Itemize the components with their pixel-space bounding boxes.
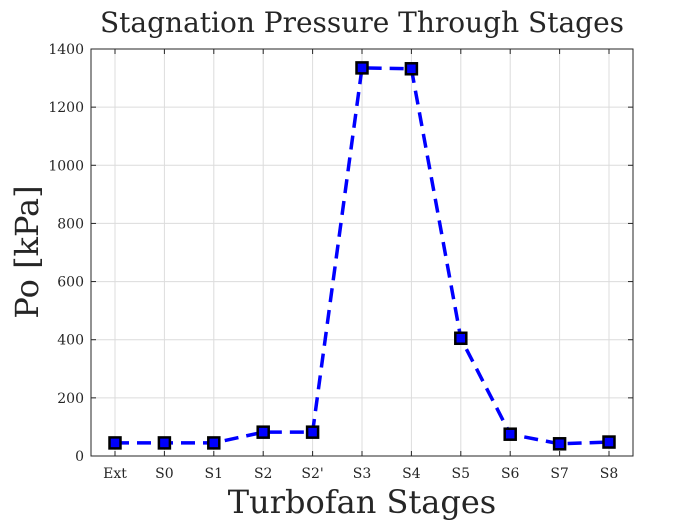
data-point-marker: [256, 425, 270, 439]
y-tick-label: 1000: [48, 158, 84, 174]
y-tick-label: 1200: [48, 100, 84, 116]
axis-ticks: Ext S0 S1 S2 S2' S3 S4 S5 S6 S7 S8 0 200 400 600 800 100…: [48, 42, 633, 482]
x-tick-label: Ext: [103, 466, 127, 482]
data-point-marker: [157, 436, 172, 450]
x-tick-label: S6: [501, 466, 520, 482]
chart-title: Stagnation Pressure Through Stages: [100, 6, 624, 39]
data-point-marker: [503, 427, 517, 441]
x-tick-label: S4: [402, 466, 421, 482]
series-line: [115, 66, 610, 446]
y-tick-label: 0: [75, 449, 84, 465]
x-axis-label: Turbofan Stages: [228, 483, 496, 521]
data-point-marker: [355, 61, 369, 75]
x-tick-label: S3: [353, 466, 372, 482]
x-tick-label: S2: [254, 466, 273, 482]
y-axis-label: Po [kPa]: [8, 185, 46, 318]
data-point-marker: [108, 436, 122, 450]
y-tick-label: 1400: [48, 42, 84, 58]
x-tick-label: S1: [205, 466, 224, 482]
data-series: [108, 61, 616, 451]
x-tick-label: S2': [301, 466, 323, 482]
y-tick-label: 600: [57, 275, 84, 291]
y-tick-label: 400: [57, 333, 84, 349]
y-tick-label: 800: [57, 216, 84, 232]
x-tick-label: S7: [550, 466, 569, 482]
y-tick-label: 200: [57, 391, 84, 407]
data-point-marker: [305, 425, 320, 439]
data-point-marker: [404, 62, 419, 76]
data-point-marker: [602, 435, 616, 449]
data-point-marker: [454, 331, 468, 346]
x-tick-label: S5: [452, 466, 471, 482]
x-tick-label: S0: [155, 466, 174, 482]
grid: [91, 48, 633, 457]
x-tick-label: S8: [600, 466, 619, 482]
data-point-marker: [552, 437, 567, 451]
data-point-marker: [207, 436, 221, 450]
